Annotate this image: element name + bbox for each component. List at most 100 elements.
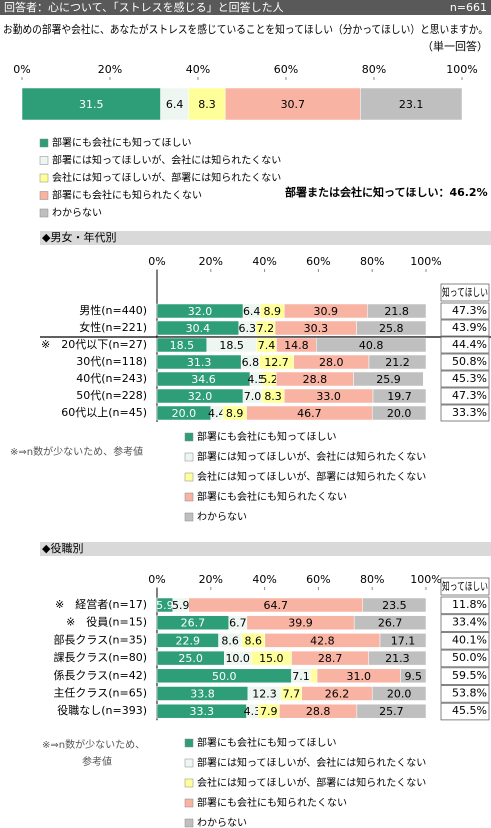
share-value: 11.8% <box>452 598 487 611</box>
value-label: 8.6 <box>221 634 239 647</box>
x-tick-label: 60% <box>306 573 330 586</box>
share-value: 50.8% <box>452 355 487 368</box>
value-label: 21.2 <box>385 356 410 369</box>
category-label: ※ 20代以下(n=27) <box>41 338 147 351</box>
share-value: 40.1% <box>452 633 487 646</box>
value-label: 46.7 <box>297 407 322 420</box>
x-tick-label: 0% <box>148 573 165 586</box>
value-label: 30.3 <box>304 322 329 335</box>
value-label: 21.3 <box>385 652 410 665</box>
value-label: 28.8 <box>306 705 331 718</box>
bar-segment <box>356 703 427 719</box>
category-label: 60代以上(n=45) <box>61 406 147 419</box>
value-label: 50.0 <box>212 670 237 683</box>
value-label: 20.0 <box>387 688 412 701</box>
bar-segment <box>356 320 427 336</box>
value-label: 31.5 <box>79 98 104 111</box>
section-title: ◆役職別 <box>42 541 83 555</box>
value-label: 8.3 <box>264 390 282 403</box>
bar-segment <box>315 337 427 353</box>
value-label: 26.7 <box>378 617 403 630</box>
value-label: 6.4 <box>166 98 184 111</box>
legend-label: 会社には知ってほしいが、部署には知られたくない <box>197 776 426 789</box>
value-label: 25.7 <box>379 705 404 718</box>
value-label: 10.0 <box>225 652 250 665</box>
bar-segment <box>368 354 427 370</box>
value-label: 5.9 <box>156 599 174 612</box>
share-header <box>440 283 490 302</box>
note: ※⇒n数が少ないため、 <box>42 738 145 751</box>
category-label: 課長クラス(n=80) <box>53 650 147 664</box>
value-label: 32.0 <box>188 390 213 403</box>
share-cell <box>440 336 490 354</box>
x-tick-label: 40% <box>252 573 276 586</box>
x-tick-label: 40% <box>252 255 276 268</box>
value-label: 42.8 <box>310 634 335 647</box>
value-label: 6.8 <box>242 356 260 369</box>
value-label: 6.4 <box>243 305 261 318</box>
section-title: ◆男女・年代別 <box>42 230 116 244</box>
value-label: 17.1 <box>391 634 416 647</box>
section-bar <box>40 542 491 556</box>
note: ※⇒n数が少ないため、参考値 <box>10 445 143 458</box>
header-bar <box>0 0 491 15</box>
share-cell <box>440 353 490 371</box>
annotation: 部署または会社に知ってほしい：46.2% <box>285 185 488 199</box>
share-cell <box>440 302 490 320</box>
bar-segment <box>310 668 318 684</box>
value-label: 28.8 <box>303 373 328 386</box>
note: 参考値 <box>82 755 112 768</box>
bar-segment <box>188 87 226 121</box>
value-label: 25.0 <box>178 652 203 665</box>
share-cell <box>440 614 490 632</box>
legend-swatch <box>184 738 194 748</box>
value-label: 31.3 <box>187 356 212 369</box>
share-header <box>440 577 490 596</box>
share-value: 53.8% <box>452 687 487 700</box>
share-value: 45.3% <box>452 372 487 385</box>
share-cell <box>440 387 490 405</box>
value-label: 20.0 <box>387 407 412 420</box>
x-tick-label: 20% <box>98 63 122 76</box>
x-tick-label: 20% <box>199 255 223 268</box>
share-cell <box>440 667 490 685</box>
x-tick-label: 20% <box>199 573 223 586</box>
share-value: 45.5% <box>452 704 487 717</box>
share-cell <box>440 404 490 422</box>
legend-label: わからない <box>197 511 247 523</box>
share-title: 知ってほしい <box>442 285 488 299</box>
value-label: 4.3 <box>244 705 262 718</box>
x-tick-label: 100% <box>410 573 441 586</box>
value-label: 23.5 <box>382 599 407 612</box>
value-label: 31.0 <box>347 670 372 683</box>
value-label: 9.5 <box>404 670 422 683</box>
value-label: 5.2 <box>260 373 278 386</box>
category-label: 40代(n=243) <box>76 372 147 385</box>
legend-label: 部署にも会社にも知られたくない <box>197 796 347 809</box>
bar-segment <box>353 371 424 387</box>
x-tick-label: 0% <box>148 255 165 268</box>
x-tick-label: 80% <box>362 63 386 76</box>
legend-label: 部署には知ってほしいが、会社には知られたくない <box>52 154 281 167</box>
value-label: 28.0 <box>319 356 344 369</box>
header-title: 回答者：心について、「ストレスを感じる」と回答した人 <box>4 0 284 14</box>
bar-segment <box>353 615 427 630</box>
value-label: 25.8 <box>379 322 404 335</box>
value-label: 4.5 <box>247 373 265 386</box>
x-tick-label: 80% <box>360 255 384 268</box>
bar-segment <box>371 686 427 701</box>
share-cell <box>440 596 490 615</box>
x-tick-label: 60% <box>306 255 330 268</box>
value-label: 18.5 <box>170 339 195 352</box>
value-label: 25.9 <box>376 373 401 386</box>
category-label: ※ 経営者(n=17) <box>55 597 147 611</box>
value-label: 28.7 <box>318 652 343 665</box>
bar-segment <box>368 650 427 666</box>
legend-swatch <box>39 191 49 200</box>
value-label: 33.3 <box>190 705 215 718</box>
value-label: 23.1 <box>399 98 424 111</box>
x-tick-label: 100% <box>410 255 441 268</box>
value-label: 33.0 <box>316 390 341 403</box>
value-label: 6.7 <box>229 617 247 630</box>
legend-swatch <box>39 138 49 148</box>
